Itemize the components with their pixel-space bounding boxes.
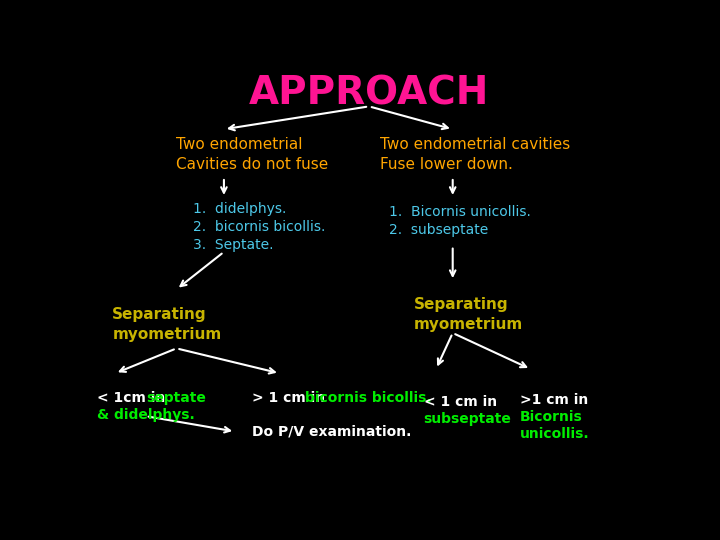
- Text: septate: septate: [145, 391, 206, 405]
- Text: bicornis bicollis.: bicornis bicollis.: [305, 391, 432, 405]
- Text: > 1 cm in: > 1 cm in: [252, 391, 330, 405]
- Text: Separating
myometrium: Separating myometrium: [112, 307, 222, 342]
- Text: >1 cm in: >1 cm in: [520, 393, 588, 407]
- Text: Separating
myometrium: Separating myometrium: [413, 297, 523, 332]
- Text: Do P/V examination.: Do P/V examination.: [252, 424, 411, 438]
- Text: Two endometrial cavities
Fuse lower down.: Two endometrial cavities Fuse lower down…: [380, 137, 570, 172]
- Text: 1.  didelphys.
2.  bicornis bicollis.
3.  Septate.: 1. didelphys. 2. bicornis bicollis. 3. S…: [193, 201, 325, 252]
- Text: unicollis.: unicollis.: [520, 427, 589, 441]
- Text: 1.  Bicornis unicollis.
2.  subseptate: 1. Bicornis unicollis. 2. subseptate: [389, 205, 531, 237]
- Text: < 1cm in: < 1cm in: [96, 391, 170, 405]
- Text: APPROACH: APPROACH: [249, 75, 489, 113]
- Text: Bicornis: Bicornis: [520, 410, 582, 424]
- Text: < 1 cm in: < 1 cm in: [423, 395, 497, 409]
- Text: subseptate: subseptate: [423, 412, 511, 426]
- Text: Two endometrial
Cavities do not fuse: Two endometrial Cavities do not fuse: [176, 137, 329, 172]
- Text: & didelphys.: & didelphys.: [96, 408, 194, 422]
